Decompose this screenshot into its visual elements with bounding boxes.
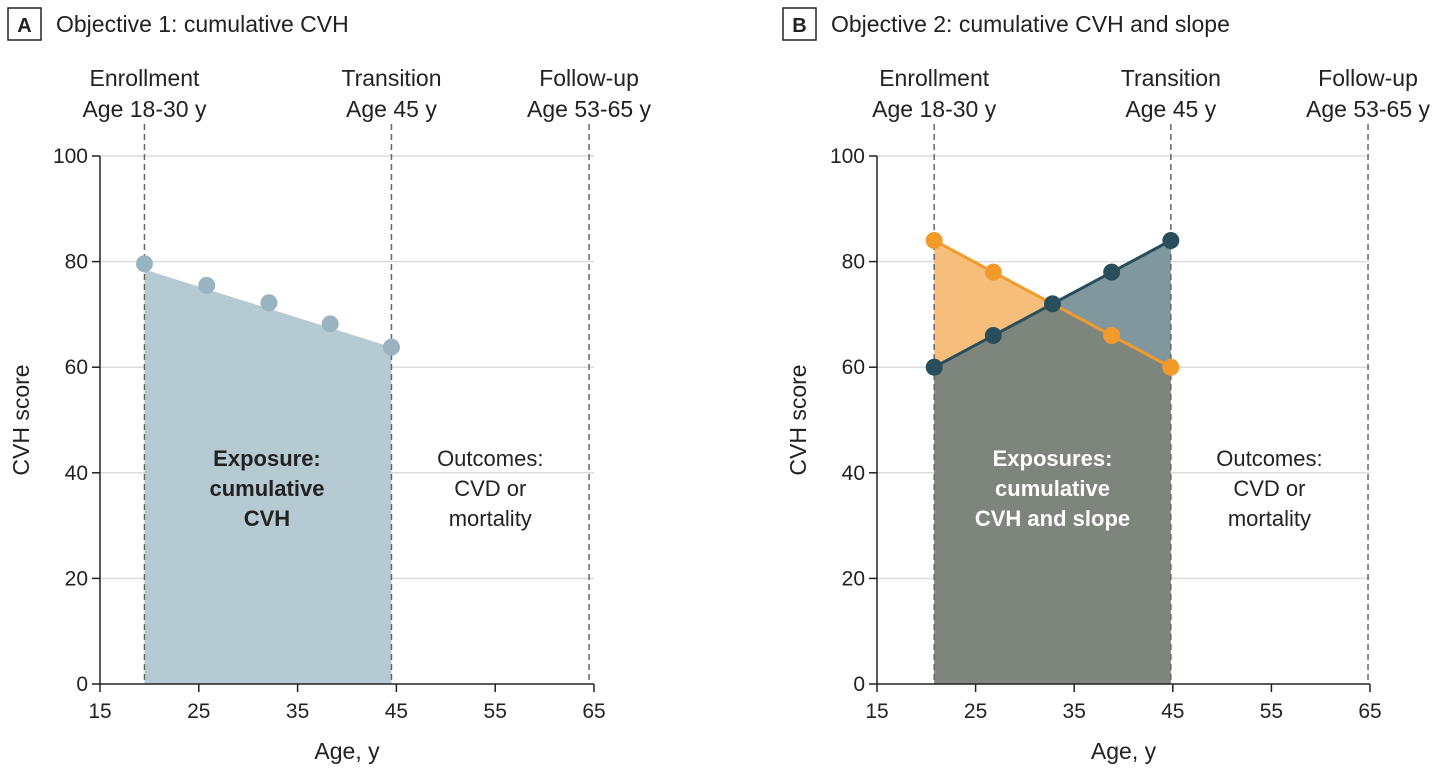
x-tick-label: 15 — [865, 700, 888, 723]
phase-age-label: Age 45 y — [346, 96, 437, 122]
x-tick-label: 35 — [1063, 700, 1086, 723]
phase-age-label: Age 18-30 y — [82, 96, 207, 122]
panel-badge — [7, 7, 42, 41]
panel-title: Objective 1: cumulative CVH — [56, 11, 349, 37]
exposure-annotation: CVH — [244, 506, 290, 531]
phase-age-label: Age 53-65 y — [1306, 96, 1431, 122]
panel-title: Objective 2: cumulative CVH and slope — [831, 11, 1230, 37]
outcome-annotation: Outcomes: — [437, 446, 543, 471]
outcome-annotation: CVD or — [1233, 476, 1305, 501]
y-tick-label: 60 — [842, 356, 865, 379]
phase-label: Transition — [341, 65, 441, 91]
data-point — [1103, 263, 1121, 281]
x-tick-label: 15 — [88, 700, 111, 723]
phase-label: Follow-up — [1318, 65, 1418, 91]
data-point — [260, 294, 278, 312]
y-tick-label: 60 — [65, 356, 88, 379]
outcome-annotation: mortality — [1228, 506, 1311, 531]
phase-label: Enrollment — [89, 65, 200, 91]
x-tick-label: 45 — [1161, 700, 1184, 723]
data-point — [135, 255, 153, 273]
y-tick-label: 40 — [842, 462, 865, 485]
y-tick-label: 20 — [65, 567, 88, 590]
x-tick-label: 45 — [385, 700, 408, 723]
y-tick-label: 0 — [76, 673, 88, 696]
y-tick-label: 0 — [853, 673, 865, 696]
phase-label: Transition — [1121, 65, 1221, 91]
x-tick-label: 65 — [1358, 700, 1381, 723]
phase-age-label: Age 45 y — [1125, 96, 1216, 122]
x-tick-label: 55 — [1260, 700, 1283, 723]
panel-badge — [782, 7, 817, 41]
exposure-annotation: Exposure: — [213, 446, 321, 471]
data-point — [1162, 231, 1180, 249]
exposure-annotation: CVH and slope — [975, 506, 1130, 531]
data-point — [1044, 295, 1062, 313]
exposure-annotation: Exposures: — [993, 446, 1113, 471]
outcome-annotation: CVD or — [454, 476, 526, 501]
exposure-area — [934, 303, 1171, 684]
panel-a: A Objective 1: cumulative CVH Enrollment Ag… — [7, 7, 652, 764]
phase-age-label: Age 18-30 y — [872, 96, 997, 122]
data-point — [984, 263, 1002, 281]
phase-age-label: Age 53-65 y — [527, 96, 652, 122]
data-point — [382, 338, 400, 356]
panel-letter: A — [17, 15, 31, 37]
y-axis-label: CVH score — [8, 364, 34, 475]
y-tick-label: 80 — [842, 251, 865, 274]
y-tick-label: 100 — [53, 145, 88, 168]
phase-label: Enrollment — [879, 65, 990, 91]
outcome-annotation: mortality — [449, 506, 532, 531]
x-tick-label: 65 — [582, 700, 605, 723]
x-tick-label: 55 — [484, 700, 507, 723]
y-tick-label: 100 — [830, 145, 865, 168]
data-point — [984, 327, 1002, 345]
x-tick-label: 35 — [286, 700, 309, 723]
y-axis-label: CVH score — [785, 364, 811, 475]
y-tick-label: 80 — [65, 251, 88, 274]
data-point — [1162, 358, 1180, 376]
data-point — [925, 231, 943, 249]
series-region-declining — [934, 240, 1053, 368]
x-tick-label: 25 — [964, 700, 987, 723]
data-point — [1103, 327, 1121, 345]
x-axis-label: Age, y — [314, 738, 380, 764]
data-point — [198, 276, 216, 294]
panel-letter: B — [792, 15, 806, 37]
panel-b: B Objective 2: cumulative CVH and slope En… — [782, 7, 1431, 764]
exposure-annotation: cumulative — [210, 476, 325, 501]
phase-label: Follow-up — [539, 65, 639, 91]
data-point — [321, 315, 339, 333]
data-point — [925, 358, 943, 376]
x-tick-label: 25 — [187, 700, 210, 723]
series-region-increasing — [1052, 240, 1171, 368]
exposure-area — [144, 269, 392, 684]
x-axis-label: Age, y — [1091, 738, 1157, 764]
outcome-annotation: Outcomes: — [1216, 446, 1322, 471]
y-tick-label: 20 — [842, 567, 865, 590]
y-tick-label: 40 — [65, 462, 88, 485]
exposure-annotation: cumulative — [995, 476, 1110, 501]
